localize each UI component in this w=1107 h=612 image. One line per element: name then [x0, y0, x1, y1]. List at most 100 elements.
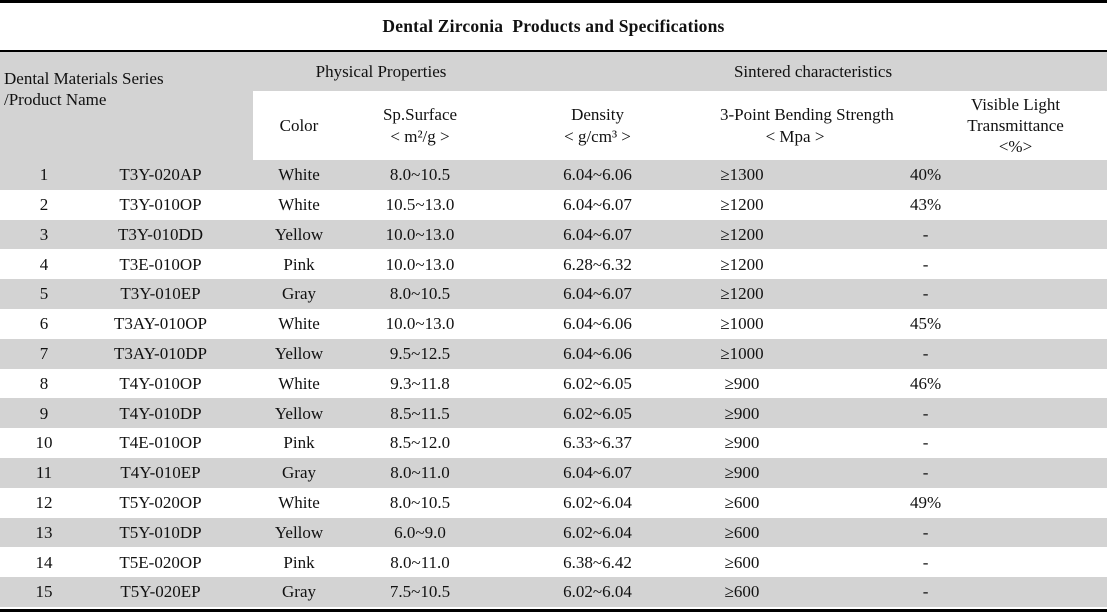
table-body: 1 T3Y-020AP White 8.0~10.5 6.04~6.06 ≥1300 40%… — [0, 160, 1107, 607]
cell-color: White — [253, 160, 345, 190]
cell-sp-surface: 10.0~13.0 — [385, 314, 455, 334]
cell-transmittance: - — [870, 338, 1107, 369]
cell-bending-strength: ≥600 — [724, 552, 760, 572]
cell-transmittance: 45% — [909, 314, 942, 334]
cell-bending-strength: ≥1000 — [700, 338, 871, 369]
cell-product-name: T3Y-020AP — [88, 160, 253, 190]
cell-density: 6.02~6.04 — [495, 517, 701, 548]
cell-density: 6.04~6.06 — [563, 314, 632, 334]
cell-no: 6 — [39, 314, 49, 334]
cell-no: 8 — [39, 373, 49, 393]
cell-product-name: T4Y-010EP — [88, 457, 253, 488]
cell-color: White — [278, 373, 320, 393]
cell-sp-surface: 6.0~9.0 — [345, 517, 496, 548]
cell-sp-surface: 8.0~10.5 — [345, 279, 496, 309]
cell-color: Yellow — [253, 219, 345, 250]
cell-sp-surface: 8.5~11.5 — [345, 398, 496, 429]
cell-bending-strength: ≥900 — [724, 373, 760, 393]
cell-sp-surface: 8.0~10.5 — [345, 160, 496, 190]
col-header-series-product: Dental Materials Series /Product Name — [0, 52, 253, 160]
cell-sp-surface: 9.3~11.8 — [390, 373, 450, 393]
cell-bending-strength: ≥1000 — [720, 314, 764, 334]
col-header-transmittance: Visible Light Transmittance <%> — [870, 91, 1107, 160]
table-row: 7 T3AY-010DP Yellow 9.5~12.5 6.04~6.06 ≥1000- — [0, 338, 1107, 369]
cell-product-name: T3Y-010OP — [119, 195, 202, 215]
table-row: 6 T3AY-010OP White 10.0~13.0 6.04~6.06 ≥1000 4… — [0, 309, 1107, 339]
table-row: 1 T3Y-020AP White 8.0~10.5 6.04~6.06 ≥1300 40% — [0, 160, 1107, 190]
cell-color: Pink — [283, 254, 315, 274]
group-header-row: Dental Materials Series /Product Name Ph… — [0, 52, 1107, 160]
cell-no: 5 — [0, 279, 88, 309]
cell-bending-strength: ≥1300 — [700, 160, 871, 190]
cell-sp-surface: 10.0~13.0 — [385, 254, 455, 274]
cell-transmittance: 46% — [909, 373, 942, 393]
cell-sp-surface: 8.0~11.0 — [390, 552, 450, 572]
cell-color: White — [278, 195, 320, 215]
table-row: 15 T5Y-020EP Gray 7.5~10.5 6.02~6.04 ≥600- — [0, 577, 1107, 607]
cell-product-name: T5Y-010DP — [88, 517, 253, 548]
cell-no: 12 — [35, 493, 53, 513]
group-header-sintered-characteristics: Sintered characteristics — [495, 52, 1107, 91]
cell-sp-surface: 8.0~10.5 — [389, 493, 451, 513]
cell-transmittance: - — [870, 219, 1107, 250]
cell-bending-strength: ≥600 — [700, 517, 871, 548]
table-row: 4 T3E-010OP Pink 10.0~13.0 6.28~6.32 ≥1200 - — [0, 249, 1107, 279]
cell-bending-strength: ≥900 — [700, 398, 871, 429]
cell-bending-strength: ≥1200 — [720, 254, 764, 274]
cell-transmittance: 40% — [870, 160, 1107, 190]
table-row: 10 T4E-010OP Pink 8.5~12.0 6.33~6.37 ≥900 - — [0, 428, 1107, 458]
cell-product-name: T3E-010OP — [119, 254, 202, 274]
cell-color: Pink — [283, 552, 315, 572]
cell-no: 15 — [0, 577, 88, 607]
cell-product-name: T3Y-010EP — [88, 279, 253, 309]
col-header-bending-strength: 3-Point Bending Strength < Mpa > — [700, 91, 894, 160]
cell-color: Yellow — [253, 517, 345, 548]
cell-density: 6.04~6.07 — [563, 195, 632, 215]
cell-sp-surface: 8.0~11.0 — [345, 457, 496, 488]
group-header-physical-properties: Physical Properties — [253, 52, 496, 91]
cell-bending-strength: ≥1200 — [700, 219, 871, 250]
table-row: 2 T3Y-010OP White 10.5~13.0 6.04~6.07 ≥1200 43… — [0, 190, 1107, 220]
cell-no: 2 — [39, 195, 49, 215]
table-row: 14 T5E-020OP Pink 8.0~11.0 6.38~6.42 ≥600 - — [0, 547, 1107, 577]
cell-transmittance: - — [870, 517, 1107, 548]
cell-density: 6.38~6.42 — [563, 552, 632, 572]
cell-product-name: T5Y-020EP — [88, 577, 253, 607]
table-row: 3 T3Y-010DD Yellow 10.0~13.0 6.04~6.07 ≥1200- — [0, 219, 1107, 250]
col-header-color: Color — [253, 91, 345, 160]
cell-bending-strength: ≥1200 — [700, 279, 871, 309]
cell-product-name: T4E-010OP — [119, 433, 202, 453]
cell-density: 6.04~6.07 — [495, 457, 701, 488]
table-row: 5 T3Y-010EP Gray 8.0~10.5 6.04~6.07 ≥1200- — [0, 279, 1107, 309]
cell-density: 6.02~6.05 — [495, 398, 701, 429]
cell-product-name: T4Y-010OP — [119, 373, 202, 393]
cell-sp-surface: 7.5~10.5 — [345, 577, 496, 607]
col-header-density: Density < g/cm³ > — [495, 91, 701, 160]
col-header-sp-surface: Sp.Surface < m²/g > — [345, 91, 496, 160]
sub-header-row: Color Sp.Surface < m²/g > Density < g/cm… — [0, 91, 1107, 160]
cell-sp-surface: 10.5~13.0 — [385, 195, 455, 215]
cell-density: 6.02~6.04 — [563, 493, 632, 513]
cell-color: Pink — [283, 433, 315, 453]
cell-color: Yellow — [253, 338, 345, 369]
cell-product-name: T3AY-010OP — [114, 314, 207, 334]
cell-transmittance: 49% — [909, 493, 942, 513]
cell-transmittance: - — [922, 254, 929, 274]
cell-no: 9 — [0, 398, 88, 429]
cell-product-name: T5Y-020OP — [119, 493, 202, 513]
cell-no: 13 — [0, 517, 88, 548]
cell-density: 6.33~6.37 — [563, 433, 632, 453]
cell-transmittance: - — [870, 279, 1107, 309]
cell-no: 1 — [0, 160, 88, 190]
cell-density: 6.02~6.04 — [495, 577, 701, 607]
cell-sp-surface: 9.5~12.5 — [345, 338, 496, 369]
cell-no: 14 — [35, 552, 53, 572]
cell-transmittance: - — [870, 398, 1107, 429]
table-row: 9 T4Y-010DP Yellow 8.5~11.5 6.02~6.05 ≥900- — [0, 398, 1107, 429]
cell-color: Gray — [253, 577, 345, 607]
cell-bending-strength: ≥600 — [724, 493, 760, 513]
table-row: 12 T5Y-020OP White 8.0~10.5 6.02~6.04 ≥600 49% — [0, 488, 1107, 518]
cell-sp-surface: 8.5~12.0 — [389, 433, 451, 453]
table-row: 11 T4Y-010EP Gray 8.0~11.0 6.04~6.07 ≥900- — [0, 457, 1107, 488]
